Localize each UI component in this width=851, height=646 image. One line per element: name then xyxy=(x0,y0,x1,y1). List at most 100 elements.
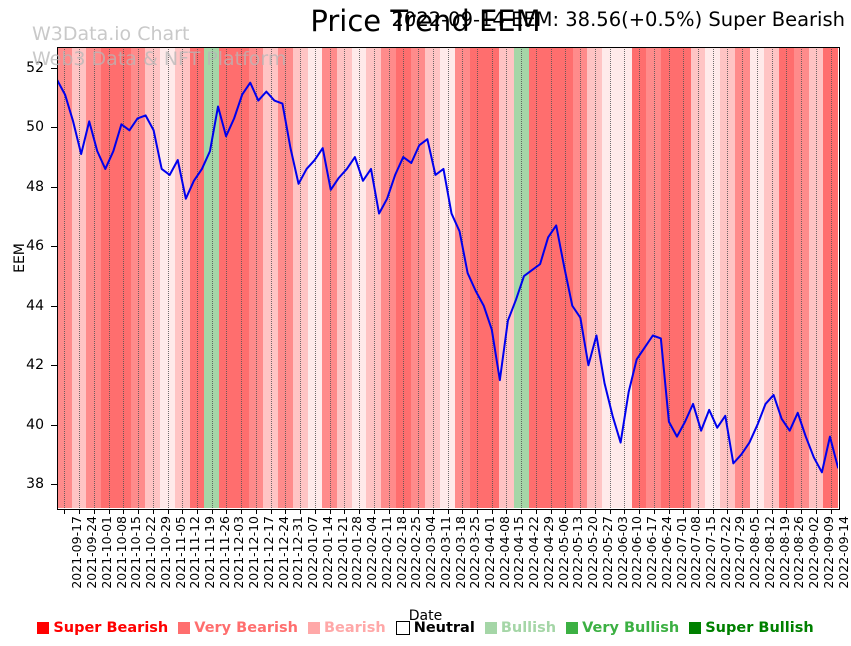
legend-item[interactable]: Super Bullish xyxy=(689,620,814,636)
y-tick-label: 44 xyxy=(26,297,44,314)
x-tick-mark xyxy=(491,509,493,514)
x-axis-label: Date xyxy=(408,608,443,624)
x-tick-label: 2022-09-09 xyxy=(820,516,836,589)
gridline xyxy=(683,47,685,508)
gridline xyxy=(196,47,199,508)
x-tick-label: 2022-06-10 xyxy=(629,516,645,589)
gridline xyxy=(712,47,715,508)
x-tick-label: 2021-11-12 xyxy=(187,516,203,589)
y-tick-mark xyxy=(51,484,57,486)
x-tick-mark xyxy=(152,509,154,514)
x-tick-mark xyxy=(403,509,405,514)
gridline xyxy=(830,47,833,508)
gridline xyxy=(476,47,479,508)
legend-label: Very Bearish xyxy=(194,620,298,636)
x-tick-label: 2022-07-22 xyxy=(717,516,733,589)
x-tick-label: 2021-10-15 xyxy=(128,516,144,589)
x-tick-mark xyxy=(167,509,169,514)
x-tick-label: 2022-08-19 xyxy=(776,516,792,589)
gridline xyxy=(491,47,494,508)
x-tick-mark xyxy=(594,509,596,514)
x-tick-mark xyxy=(683,509,685,514)
y-tick-label: 46 xyxy=(26,238,44,255)
x-tick-label: 2022-05-20 xyxy=(585,516,601,589)
x-tick-mark xyxy=(550,509,552,514)
x-tick-label: 2021-11-26 xyxy=(216,516,232,589)
x-tick-label: 2021-10-08 xyxy=(113,516,129,589)
x-tick-mark xyxy=(270,509,272,514)
legend-item[interactable]: Very Bullish xyxy=(566,620,679,636)
x-tick-mark xyxy=(64,509,66,514)
x-tick-mark xyxy=(521,509,523,514)
gridline xyxy=(403,47,405,508)
y-tick-mark xyxy=(51,186,57,188)
x-tick-mark xyxy=(653,509,655,514)
gridline xyxy=(108,47,111,508)
legend-item[interactable]: Bullish xyxy=(484,620,556,636)
x-tick-mark xyxy=(727,509,729,514)
x-tick-label: 2022-03-04 xyxy=(423,516,439,589)
x-tick-label: 2021-11-05 xyxy=(172,516,188,589)
x-tick-label: 2022-04-01 xyxy=(481,516,497,589)
x-tick-label: 2022-01-28 xyxy=(349,516,365,589)
y-tick-mark xyxy=(51,67,57,69)
x-tick-label: 2022-07-15 xyxy=(703,516,718,589)
gridline xyxy=(550,47,553,508)
x-tick-label: 2022-03-18 xyxy=(452,516,468,589)
x-tick-mark xyxy=(123,509,125,514)
x-tick-mark xyxy=(830,509,832,514)
legend-item[interactable]: Super Bearish xyxy=(37,620,168,636)
x-tick-mark xyxy=(300,509,302,514)
x-tick-mark xyxy=(712,509,714,514)
gridline xyxy=(521,47,523,508)
y-tick-mark xyxy=(51,246,57,248)
x-tick-label: 2022-09-02 xyxy=(806,516,822,589)
x-tick-label: 2022-08-05 xyxy=(747,516,763,589)
x-tick-mark xyxy=(196,509,198,514)
x-tick-mark xyxy=(418,509,420,514)
legend-item[interactable]: Bearish xyxy=(307,620,386,636)
x-tick-label: 2021-10-01 xyxy=(98,516,114,589)
x-tick-mark xyxy=(580,509,582,514)
x-tick-mark xyxy=(285,509,287,514)
x-tick-mark xyxy=(226,509,228,514)
gridline xyxy=(300,47,302,508)
y-axis-label: EEM xyxy=(12,243,28,273)
legend-swatch-icon xyxy=(395,621,410,635)
x-tick-label: 2021-12-10 xyxy=(246,516,262,589)
x-tick-label: 2022-04-08 xyxy=(496,516,512,589)
gridline xyxy=(698,47,700,508)
x-tick-mark xyxy=(211,509,213,514)
gridline xyxy=(815,47,818,508)
x-tick-label: 2022-07-01 xyxy=(673,516,689,589)
legend: Super Bearish Very Bearish Bearish Neutral B… xyxy=(0,620,851,636)
price-line xyxy=(57,78,838,474)
gridline xyxy=(226,47,228,508)
gridline xyxy=(314,47,317,508)
legend-swatch-icon xyxy=(178,622,191,634)
x-tick-label: 2021-12-03 xyxy=(231,516,247,589)
legend-label: Super Bullish xyxy=(705,620,814,636)
x-tick-mark xyxy=(565,509,567,514)
x-tick-mark xyxy=(373,509,375,514)
x-tick-label: 2022-05-06 xyxy=(555,516,571,589)
x-tick-label: 2022-09-14 xyxy=(835,516,851,589)
x-tick-mark xyxy=(138,509,140,514)
gridline xyxy=(123,47,125,508)
x-tick-label: 2021-09-17 xyxy=(69,516,85,589)
x-tick-mark xyxy=(108,509,110,514)
x-tick-label: 2022-08-26 xyxy=(791,516,807,589)
x-tick-mark xyxy=(255,509,257,514)
x-tick-label: 2021-12-31 xyxy=(290,516,306,589)
legend-swatch-icon xyxy=(307,622,320,634)
gridline xyxy=(506,47,508,508)
x-tick-mark xyxy=(801,509,803,514)
x-tick-label: 2022-03-11 xyxy=(437,516,453,589)
x-tick-label: 2022-04-29 xyxy=(540,516,556,589)
legend-item[interactable]: Neutral xyxy=(395,620,475,636)
legend-label: Super Bearish xyxy=(53,620,169,636)
legend-item[interactable]: Very Bearish xyxy=(178,620,298,636)
x-tick-mark xyxy=(241,509,243,514)
x-tick-label: 2022-06-24 xyxy=(658,516,674,589)
